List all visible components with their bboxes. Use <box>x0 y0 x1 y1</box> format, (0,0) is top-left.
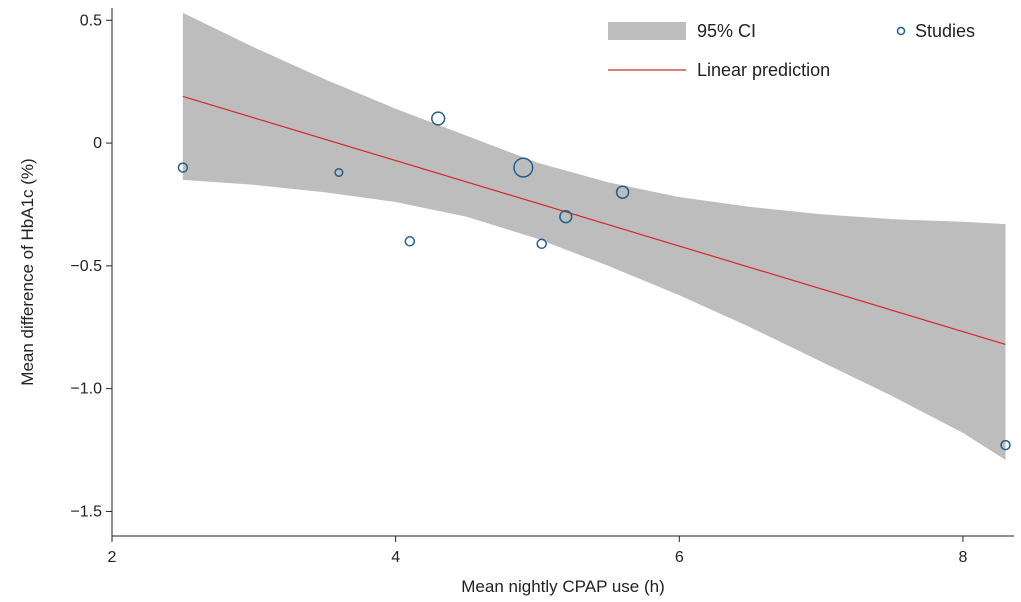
study-point <box>513 157 534 178</box>
x-axis-title: Mean nightly CPAP use (h) <box>461 577 664 596</box>
ci-band <box>182 12 1006 460</box>
y-axis-title: Mean difference of HbA1c (%) <box>18 158 37 385</box>
x-tick-label: 2 <box>108 549 117 566</box>
y-tick-label: 0 <box>93 135 102 152</box>
study-point <box>431 111 446 126</box>
study-point <box>334 167 344 178</box>
x-ticks: 2 4 6 8 <box>108 536 967 566</box>
study-point <box>536 238 547 250</box>
legend-studies-label: Studies <box>915 21 975 41</box>
linear-prediction-line <box>182 95 1006 346</box>
y-tick-label: −1.5 <box>70 503 102 520</box>
study-point <box>177 162 189 173</box>
x-tick-label: 4 <box>391 549 400 566</box>
legend-line-label: Linear prediction <box>697 60 830 80</box>
x-tick-label: 6 <box>675 549 684 566</box>
study-point <box>1000 439 1011 451</box>
study-point <box>404 236 416 247</box>
study-point <box>615 185 630 199</box>
legend: 95% CI Studies Linear prediction <box>608 21 975 80</box>
y-tick-label: 0.5 <box>80 12 102 29</box>
y-ticks: 0.5 0 −0.5 −1.0 −1.5 <box>70 12 112 520</box>
study-point <box>559 210 573 224</box>
legend-ci-swatch <box>608 22 686 40</box>
y-tick-label: −0.5 <box>70 258 102 275</box>
x-tick-label: 8 <box>958 549 967 566</box>
legend-studies-marker <box>896 26 906 36</box>
legend-ci-label: 95% CI <box>697 21 756 41</box>
y-tick-label: −1.0 <box>70 381 102 398</box>
study-points <box>177 111 1011 451</box>
